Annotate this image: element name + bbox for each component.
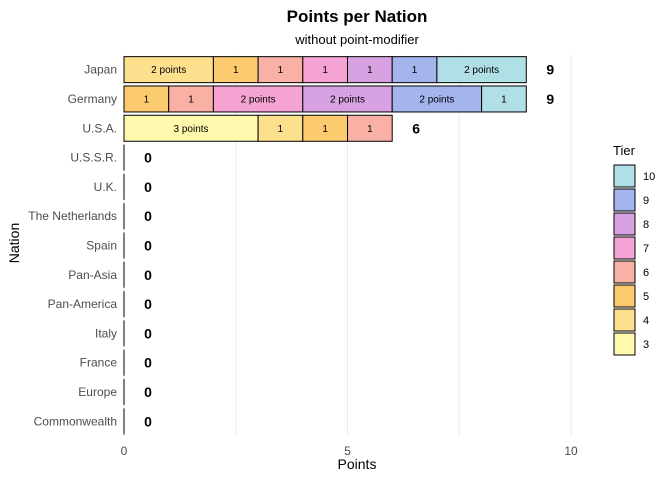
legend-key [613, 284, 636, 308]
bar-total-label: 0 [144, 238, 152, 254]
bar-total-label: 0 [144, 150, 152, 166]
legend-label: 5 [643, 291, 649, 303]
y-tick-label: U.S.S.R. [70, 151, 117, 165]
legend-label: 4 [643, 315, 649, 327]
x-axis-title: Points [338, 456, 377, 472]
bar-segment [123, 56, 214, 84]
legend-title: Tier [613, 143, 636, 158]
x-tick-label: 5 [344, 444, 351, 458]
legend-label: 9 [643, 195, 649, 207]
chart-subtitle: without point-modifier [294, 32, 419, 47]
bar-segment-label: 1 [367, 124, 373, 135]
bar-segment [347, 56, 393, 84]
legend-label: 7 [643, 243, 649, 255]
bar-segment-label: 1 [233, 65, 239, 76]
bar-segment-label: 1 [188, 94, 194, 105]
y-tick-label: Japan [84, 63, 117, 77]
bar-total-label: 0 [144, 325, 152, 341]
bar-total-label: 6 [412, 120, 420, 136]
bar-segment [257, 56, 304, 84]
y-tick-label: Italy [95, 326, 117, 340]
bar-segment [302, 114, 348, 142]
y-axis-title: Nation [6, 223, 22, 263]
bar-total-label: 0 [144, 296, 152, 312]
bar-total-label: 0 [144, 355, 152, 371]
bar-segment [481, 85, 527, 113]
y-tick-label: France [80, 356, 118, 370]
legend: Tier 10 9 8 7 6 5 4 3 [613, 143, 655, 356]
bar-total-label: 0 [144, 384, 152, 400]
bar-segment-label: 2 points [419, 94, 454, 105]
y-tick-label: Pan-America [48, 297, 118, 311]
x-tick-label: 10 [564, 444, 578, 458]
bar-segment-label: 1 [367, 65, 373, 76]
bar-segment [168, 85, 214, 113]
bar-segment-label: 1 [322, 124, 328, 135]
legend-key [613, 188, 636, 212]
bar-segment-label: 1 [278, 124, 284, 135]
bar-segment-label: 2 points [464, 65, 499, 76]
bar-segment-label: 1 [278, 65, 284, 76]
bar-total-label: 9 [546, 62, 554, 78]
legend-label: 10 [643, 171, 655, 183]
bar-segment-label: 1 [412, 65, 418, 76]
legend-label: 3 [643, 339, 649, 351]
bar-total-label: 9 [546, 91, 554, 107]
legend-key [613, 260, 636, 284]
bar-segment-label: 2 points [330, 94, 365, 105]
bar-segment [257, 114, 304, 142]
y-tick-label: Commonwealth [34, 414, 117, 428]
bar-total-label: 0 [144, 267, 152, 283]
bar-segment-label: 1 [144, 94, 150, 105]
legend-label: 8 [643, 219, 649, 231]
chart-title: Points per Nation [287, 7, 428, 26]
y-tick-label: The Netherlands [28, 209, 117, 223]
bar-segment [347, 114, 393, 142]
legend-key [613, 164, 636, 188]
legend-key [613, 308, 636, 332]
y-tick-label: Europe [78, 385, 117, 399]
bar-segment-label: 2 points [151, 65, 186, 76]
bar-total-label: 0 [144, 179, 152, 195]
x-tick-label: 0 [121, 444, 128, 458]
y-tick-label: U.S.A. [82, 121, 117, 135]
bar-segment-label: 3 points [174, 124, 209, 135]
bar-segment-label: 1 [322, 65, 328, 76]
legend-key [613, 236, 636, 260]
bar-total-label: 0 [144, 413, 152, 429]
y-tick-label: Pan-Asia [68, 268, 117, 282]
legend-key [613, 212, 636, 236]
legend-label: 6 [643, 267, 649, 279]
bar-segment-label: 1 [501, 94, 507, 105]
y-tick-label: Germany [68, 92, 117, 106]
legend-key [613, 332, 636, 356]
bar-segment [436, 56, 527, 84]
bar-segment-label: 2 points [241, 94, 276, 105]
bar-segment [302, 85, 393, 113]
y-tick-label: Spain [86, 239, 117, 253]
bars: 2 points 1 1 1 1 1 2 points 9 1 1 2 points 2 points… [123, 56, 554, 435]
y-tick-label: U.K. [94, 180, 117, 194]
bar-total-label: 0 [144, 208, 152, 224]
